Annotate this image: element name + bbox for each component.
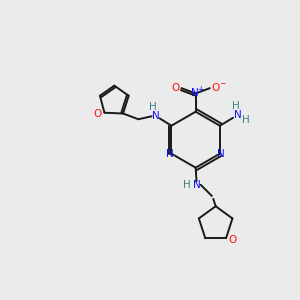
Text: O: O — [94, 109, 102, 119]
Text: N: N — [152, 111, 160, 121]
Text: N: N — [191, 88, 199, 98]
Text: N: N — [166, 149, 174, 159]
Text: H: H — [149, 103, 156, 112]
Text: H: H — [242, 115, 250, 125]
Text: O: O — [228, 235, 237, 245]
Text: N: N — [234, 110, 242, 120]
Text: +: + — [197, 85, 204, 94]
Text: N: N — [193, 180, 201, 190]
Text: −: − — [219, 80, 225, 88]
Text: O: O — [211, 83, 219, 93]
Text: H: H — [183, 180, 191, 190]
Text: N: N — [218, 149, 225, 159]
Text: O: O — [172, 83, 180, 93]
Text: H: H — [232, 101, 240, 111]
